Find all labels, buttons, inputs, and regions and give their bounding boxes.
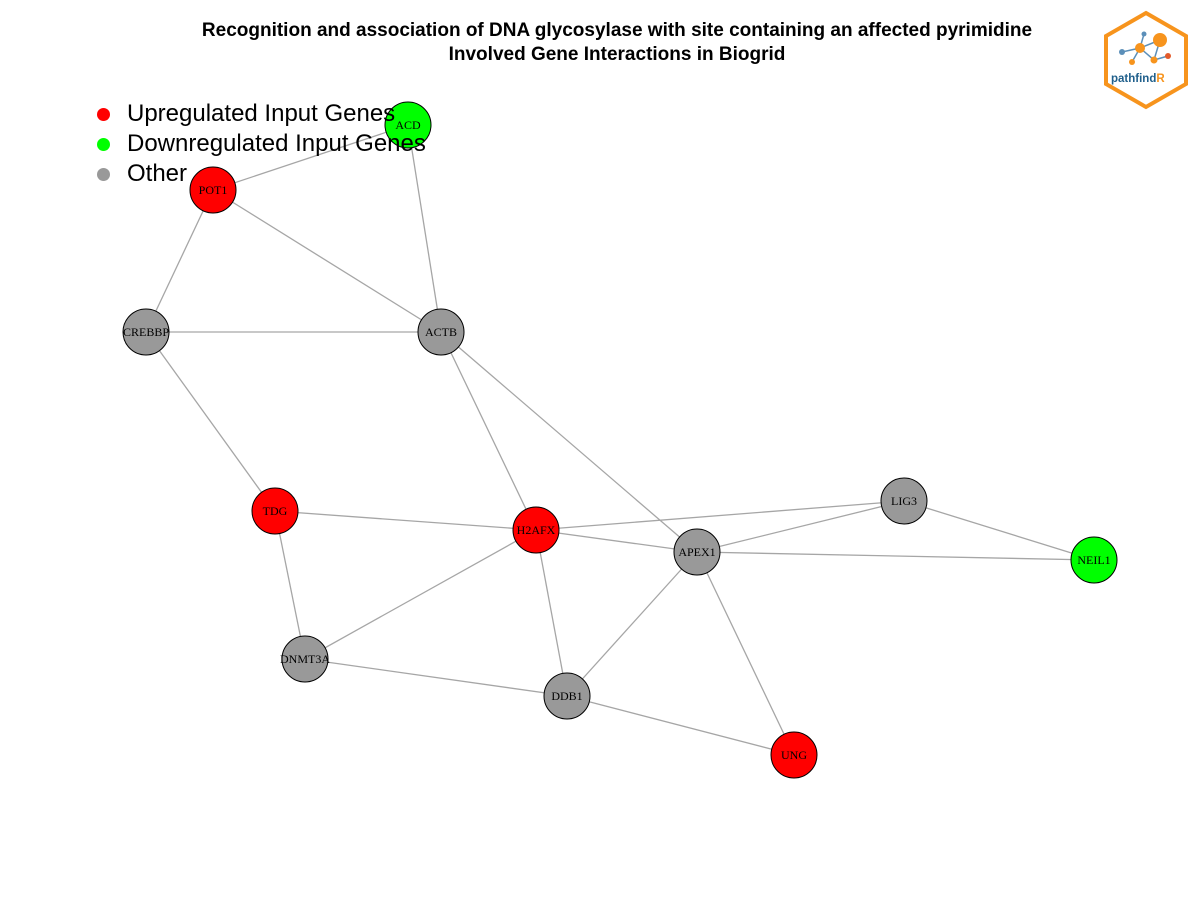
- legend-label-other: Other: [127, 160, 188, 187]
- node-label-lig3: LIG3: [891, 494, 917, 508]
- node-label-apex1: APEX1: [678, 545, 715, 559]
- node-acd[interactable]: ACD: [384, 101, 432, 149]
- node-label-crebbp: CREBBP: [123, 325, 169, 339]
- node-label-tdg: TDG: [263, 504, 288, 518]
- legend-dot-downregulated: [97, 137, 110, 151]
- node-circle-ddb1: [543, 672, 591, 720]
- edge-apex1-lig3: [696, 500, 905, 553]
- node-label-neil1: NEIL1: [1077, 553, 1110, 567]
- legend-dot-other: [97, 167, 110, 181]
- edge-crebbp-tdg: [145, 331, 276, 512]
- edges-layer: [145, 124, 1095, 756]
- node-circle-dnmt3a: [281, 635, 329, 683]
- node-circle-h2afx: [512, 506, 560, 554]
- legend-item-downregulated: Downregulated Input Genes: [97, 129, 426, 159]
- node-ung[interactable]: UNG: [770, 731, 818, 779]
- node-label-ddb1: DDB1: [551, 689, 582, 703]
- node-circle-lig3: [880, 477, 928, 525]
- legend: Upregulated Input Genes Downregulated In…: [97, 99, 426, 189]
- node-apex1[interactable]: APEX1: [673, 528, 721, 576]
- edge-lig3-neil1: [903, 500, 1095, 561]
- pathfindr-logo: pathfindR: [1104, 10, 1188, 110]
- node-circle-apex1: [673, 528, 721, 576]
- edge-h2afx-dnmt3a: [304, 529, 537, 660]
- edge-actb-apex1: [440, 331, 698, 553]
- chart-subtitle: Involved Gene Interactions in Biogrid: [448, 44, 786, 65]
- node-circle-actb: [417, 308, 465, 356]
- edge-dnmt3a-ddb1: [304, 658, 568, 697]
- node-dnmt3a[interactable]: DNMT3A: [280, 635, 330, 683]
- chart-title: Recognition and association of DNA glyco…: [201, 20, 1033, 41]
- edge-acd-pot1: [212, 124, 409, 191]
- node-circle-neil1: [1070, 536, 1118, 584]
- node-pot1[interactable]: POT1: [189, 166, 237, 214]
- node-label-actb: ACTB: [425, 325, 457, 339]
- edge-actb-h2afx: [440, 331, 537, 531]
- edge-h2afx-lig3: [535, 500, 905, 531]
- node-circle-pot1: [189, 166, 237, 214]
- edge-apex1-ung: [696, 551, 795, 756]
- node-tdg[interactable]: TDG: [251, 487, 299, 535]
- edge-pot1-actb: [212, 189, 442, 333]
- edge-ddb1-ung: [566, 695, 795, 756]
- edge-apex1-ddb1: [566, 551, 698, 697]
- node-circle-tdg: [251, 487, 299, 535]
- node-circle-crebbp: [122, 308, 170, 356]
- node-label-ung: UNG: [781, 748, 807, 762]
- node-label-pot1: POT1: [199, 183, 228, 197]
- edge-h2afx-apex1: [535, 529, 698, 553]
- edge-h2afx-ddb1: [535, 529, 568, 697]
- legend-item-other: Other: [97, 159, 426, 189]
- edge-apex1-neil1: [696, 551, 1095, 561]
- legend-label-downregulated: Downregulated Input Genes: [127, 130, 426, 157]
- node-circle-acd: [384, 101, 432, 149]
- node-crebbp[interactable]: CREBBP: [122, 308, 170, 356]
- legend-dot-upregulated: [97, 107, 110, 121]
- node-actb[interactable]: ACTB: [417, 308, 465, 356]
- svg-text:pathfindR: pathfindR: [1111, 73, 1165, 85]
- edge-acd-actb: [407, 124, 442, 333]
- node-lig3[interactable]: LIG3: [880, 477, 928, 525]
- edge-tdg-dnmt3a: [274, 510, 306, 660]
- node-circle-ung: [770, 731, 818, 779]
- edge-tdg-h2afx: [274, 510, 537, 531]
- legend-item-upregulated: Upregulated Input Genes: [97, 99, 426, 129]
- edge-pot1-crebbp: [145, 189, 214, 333]
- legend-label-upregulated: Upregulated Input Genes: [127, 100, 396, 127]
- logo-text-accent: R: [1156, 73, 1165, 85]
- node-neil1[interactable]: NEIL1: [1070, 536, 1118, 584]
- node-h2afx[interactable]: H2AFX: [512, 506, 560, 554]
- node-label-h2afx: H2AFX: [517, 523, 556, 537]
- nodes-layer: ACD POT1 CREBBP ACTB TDG H2AFX APEX1 LIG3 NEIL1 D…: [122, 101, 1118, 779]
- node-label-dnmt3a: DNMT3A: [280, 652, 330, 666]
- logo-text-main: pathfind: [1111, 73, 1156, 85]
- node-ddb1[interactable]: DDB1: [543, 672, 591, 720]
- node-label-acd: ACD: [395, 118, 421, 132]
